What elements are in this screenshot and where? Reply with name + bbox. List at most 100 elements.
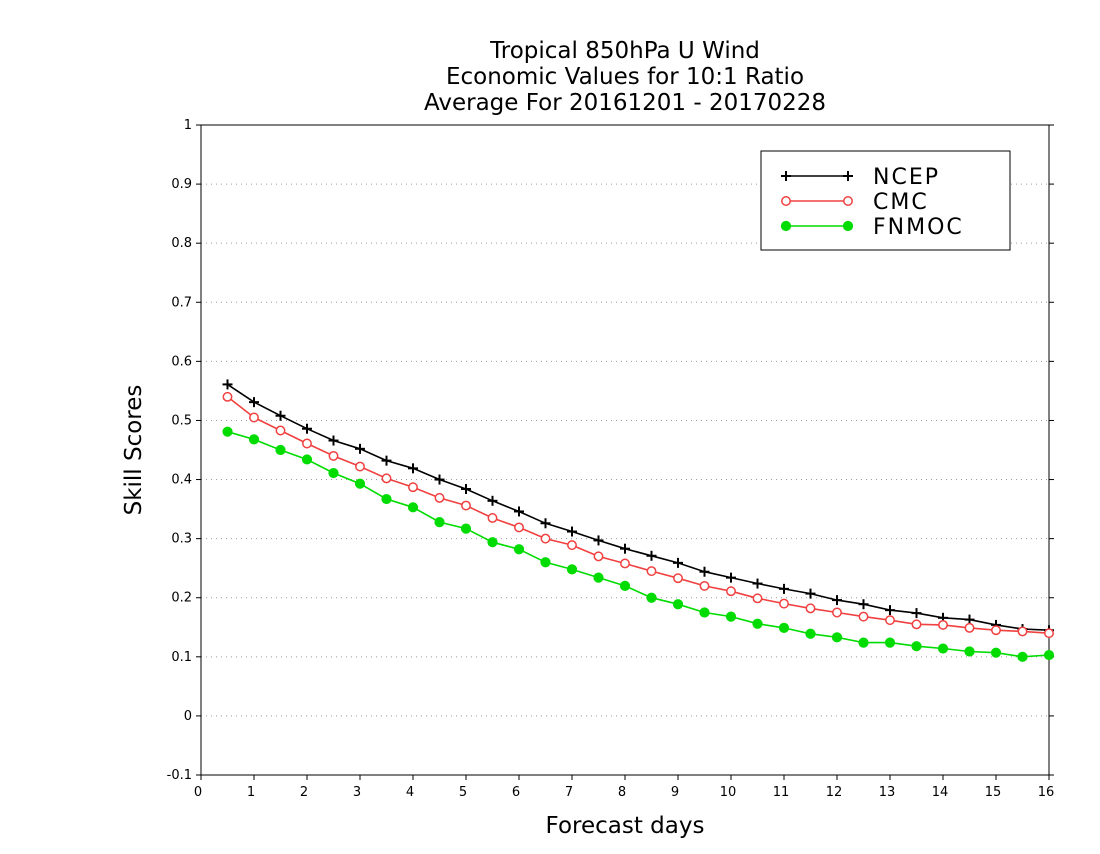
data-point-cmc	[646, 566, 657, 577]
y-tick-label: 1	[184, 118, 192, 133]
legend-label: CMC	[873, 190, 929, 215]
y-axis-label: Skill Scores	[121, 385, 147, 516]
data-point-ncep	[593, 535, 604, 546]
data-point-ncep	[620, 543, 630, 554]
series-line-fnmoc	[227, 430, 1050, 658]
data-point-cmc	[540, 533, 551, 544]
data-point-cmc	[1044, 628, 1054, 639]
x-tick-label: 1	[247, 785, 255, 800]
y-tick-label: 0.5	[171, 413, 192, 428]
data-point-fnmoc	[407, 502, 419, 513]
data-point-cmc	[938, 619, 948, 630]
data-point-cmc	[222, 391, 233, 402]
data-point-ncep	[461, 484, 471, 494]
series-lines	[222, 379, 1055, 662]
data-point-ncep	[911, 608, 922, 619]
legend-marker	[781, 171, 791, 181]
data-point-ncep	[885, 605, 895, 616]
gridlines	[201, 183, 1049, 717]
data-point-fnmoc	[566, 564, 578, 575]
data-point-cmc	[752, 593, 763, 604]
series-cmc	[222, 391, 1054, 639]
data-point-fnmoc	[725, 611, 737, 622]
data-point-ncep	[858, 599, 869, 610]
series-fnmoc	[222, 426, 1055, 662]
data-point-cmc	[461, 500, 471, 511]
chart-title-line: Economic Values for 10:1 Ratio	[446, 64, 804, 90]
data-point-fnmoc	[911, 641, 922, 652]
x-tick-label: 12	[826, 785, 843, 800]
legend-marker	[780, 220, 792, 232]
data-point-fnmoc	[460, 523, 472, 534]
data-point-fnmoc	[699, 607, 710, 618]
data-point-fnmoc	[858, 637, 869, 648]
data-point-cmc	[514, 522, 524, 533]
x-tick-label: 7	[565, 785, 573, 800]
y-tick-label: 0.9	[171, 177, 192, 192]
data-point-fnmoc	[884, 637, 896, 648]
legend-marker	[843, 171, 853, 181]
x-tick-label: 5	[459, 785, 467, 800]
x-tick-label: 11	[773, 785, 790, 800]
y-tick-label: 0	[184, 709, 192, 724]
y-tick-label: 0.4	[171, 473, 192, 488]
data-point-ncep	[302, 423, 312, 434]
data-point-cmc	[275, 425, 286, 436]
x-tick-label: 2	[300, 785, 308, 800]
data-point-fnmoc	[964, 646, 975, 657]
data-point-fnmoc	[752, 618, 763, 629]
data-point-ncep	[514, 506, 524, 517]
data-point-ncep	[726, 572, 736, 583]
x-tick-label: 16	[1038, 785, 1055, 800]
axis-ticks: -0.100.10.20.30.40.50.60.70.80.910 1 2 3 4 5 6…	[167, 118, 1055, 800]
data-point-fnmoc	[222, 426, 233, 437]
data-point-fnmoc	[301, 454, 313, 465]
data-point-ncep	[646, 550, 657, 561]
y-tick-label: 0.2	[171, 591, 192, 606]
data-point-cmc	[858, 611, 869, 622]
data-point-fnmoc	[1043, 649, 1055, 661]
data-point-fnmoc	[275, 444, 286, 456]
data-point-ncep	[355, 443, 365, 454]
x-tick-label: 10	[720, 785, 737, 800]
data-point-fnmoc	[381, 493, 392, 505]
data-point-fnmoc	[328, 467, 339, 479]
data-point-fnmoc	[593, 572, 604, 583]
data-point-cmc	[885, 615, 895, 626]
data-point-cmc	[1017, 626, 1028, 637]
data-point-fnmoc	[619, 580, 631, 592]
data-point-cmc	[567, 540, 577, 551]
data-point-fnmoc	[672, 599, 684, 610]
data-point-ncep	[699, 566, 710, 577]
x-tick-label: 15	[985, 785, 1002, 800]
legend-label: FNMOC	[873, 215, 964, 240]
legend-marker	[842, 220, 854, 232]
series-line-cmc	[227, 396, 1050, 634]
data-point-ncep	[487, 495, 498, 506]
data-point-ncep	[381, 455, 392, 466]
x-tick-label: 14	[932, 785, 949, 800]
chart-title-line: Tropical 850hPa U Wind	[489, 38, 760, 64]
data-point-fnmoc	[434, 516, 445, 528]
y-tick-label: 0.6	[171, 354, 192, 369]
data-point-cmc	[487, 513, 498, 523]
data-point-ncep	[222, 379, 233, 390]
data-point-cmc	[620, 558, 630, 569]
y-tick-label: 0.1	[171, 650, 192, 665]
data-point-cmc	[593, 551, 604, 562]
data-point-cmc	[964, 622, 975, 633]
data-point-cmc	[434, 492, 445, 503]
y-tick-label: 0.8	[171, 236, 192, 251]
data-point-fnmoc	[778, 622, 790, 633]
data-point-ncep	[434, 474, 445, 485]
data-point-ncep	[249, 397, 259, 408]
data-point-ncep	[408, 463, 418, 474]
legend-label: NCEP	[873, 165, 940, 190]
data-point-cmc	[328, 450, 339, 461]
legend-marker	[843, 196, 853, 206]
x-axis-label: Forecast days	[546, 813, 705, 839]
data-point-cmc	[673, 573, 683, 584]
data-point-fnmoc	[805, 628, 816, 639]
